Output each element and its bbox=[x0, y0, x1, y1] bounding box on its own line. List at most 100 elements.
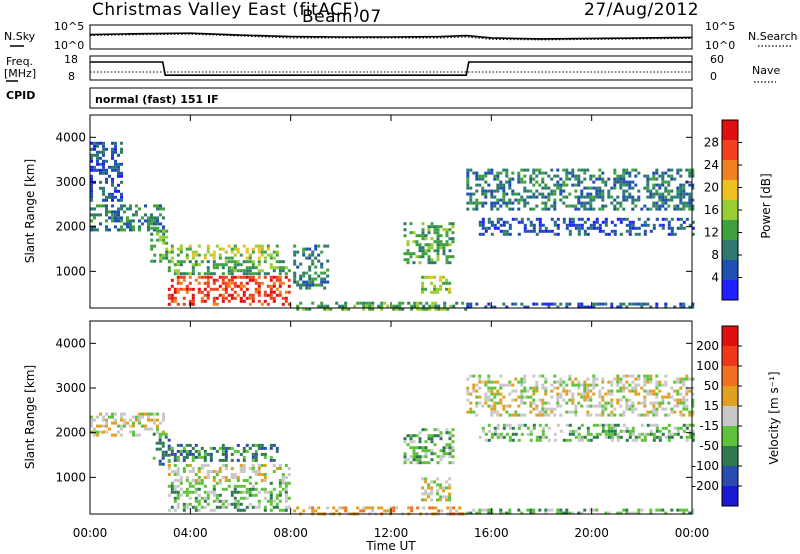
power-cell bbox=[233, 269, 237, 273]
velocity-cell bbox=[111, 433, 114, 437]
velocity-cell bbox=[544, 508, 548, 512]
power-cell bbox=[613, 207, 617, 211]
power-cell bbox=[162, 238, 166, 242]
power-cell bbox=[652, 171, 656, 175]
power-cell bbox=[553, 189, 557, 193]
velocity-cell bbox=[661, 432, 665, 436]
power-cell bbox=[649, 195, 653, 199]
power-cell bbox=[688, 207, 692, 211]
velocity-cell bbox=[487, 395, 491, 399]
velocity-cell bbox=[406, 458, 410, 462]
power-cell bbox=[625, 171, 629, 175]
power-cell bbox=[111, 219, 114, 223]
power-cell bbox=[556, 168, 560, 172]
velocity-cell bbox=[685, 392, 689, 396]
power-cell bbox=[230, 281, 234, 285]
velocity-cell bbox=[170, 487, 174, 491]
power-cell bbox=[604, 223, 608, 227]
velocity-cell bbox=[541, 404, 545, 408]
velocity-cell bbox=[302, 509, 306, 513]
velocity-cell bbox=[517, 413, 521, 417]
power-cell bbox=[281, 296, 285, 300]
power-cell bbox=[559, 183, 563, 187]
velocity-cell bbox=[445, 480, 449, 484]
velocity-cell bbox=[422, 506, 426, 510]
velocity-cell bbox=[245, 479, 249, 482]
power-cell bbox=[170, 244, 174, 248]
power-cell bbox=[257, 244, 261, 248]
velocity-cell bbox=[439, 458, 443, 462]
velocity-cell bbox=[586, 377, 590, 381]
power-cell bbox=[550, 229, 554, 233]
velocity-cell bbox=[568, 511, 572, 515]
power-cell bbox=[574, 223, 578, 227]
power-cell bbox=[445, 278, 449, 282]
velocity-cell bbox=[685, 377, 689, 381]
velocity-cell bbox=[230, 473, 234, 476]
power-cell bbox=[206, 290, 210, 294]
power-cell bbox=[153, 219, 156, 223]
velocity-cell bbox=[436, 455, 440, 459]
velocity-cell bbox=[631, 511, 635, 515]
velocity-cell bbox=[269, 499, 273, 503]
velocity-ytick-label: 4000 bbox=[55, 336, 86, 350]
velocity-cell bbox=[475, 413, 479, 417]
velocity-cell bbox=[550, 395, 554, 399]
power-cell bbox=[162, 216, 165, 220]
velocity-cell bbox=[448, 449, 452, 453]
power-cell bbox=[586, 192, 590, 196]
power-cell bbox=[670, 226, 674, 230]
velocity-cell bbox=[162, 418, 165, 422]
velocity-cell bbox=[153, 421, 156, 425]
power-cell bbox=[601, 207, 605, 211]
power-cell bbox=[314, 271, 318, 275]
power-cell bbox=[311, 262, 315, 266]
power-cell bbox=[159, 222, 162, 226]
velocity-cell bbox=[466, 389, 470, 393]
power-cell bbox=[111, 192, 114, 196]
velocity-cell bbox=[230, 458, 234, 462]
power-cell bbox=[269, 287, 273, 291]
velocity-cell bbox=[448, 498, 452, 502]
velocity-cell bbox=[565, 383, 569, 387]
power-cell bbox=[326, 304, 330, 308]
velocity-cell bbox=[601, 404, 605, 408]
velocity-cell bbox=[272, 505, 276, 509]
power-cell bbox=[284, 266, 288, 270]
power-cell bbox=[176, 278, 180, 282]
power-cell bbox=[589, 305, 593, 309]
velocity-cell bbox=[595, 404, 599, 408]
velocity-cell bbox=[505, 432, 509, 436]
power-cell bbox=[658, 207, 662, 211]
power-cell bbox=[508, 223, 512, 227]
velocity-cell bbox=[625, 511, 629, 515]
velocity-cell bbox=[649, 377, 653, 381]
power-cell bbox=[102, 144, 105, 148]
power-cell bbox=[430, 261, 434, 265]
velocity-cell bbox=[601, 377, 605, 381]
velocity-cell bbox=[469, 374, 473, 378]
velocity-cell bbox=[682, 407, 686, 411]
power-cell bbox=[553, 201, 557, 205]
velocity-cell bbox=[188, 464, 192, 467]
power-cell bbox=[416, 304, 420, 308]
velocity-cell bbox=[245, 496, 249, 500]
velocity-cell bbox=[469, 407, 473, 411]
power-cell bbox=[144, 204, 147, 208]
velocity-cell bbox=[559, 383, 563, 387]
velocity-cell bbox=[568, 429, 572, 433]
power-cell bbox=[673, 305, 677, 309]
velocity-cell bbox=[508, 423, 512, 427]
power-cell bbox=[412, 231, 416, 235]
power-cell bbox=[595, 177, 599, 181]
velocity-cell bbox=[191, 479, 195, 482]
power-cell bbox=[162, 229, 166, 233]
velocity-cell bbox=[625, 429, 629, 433]
power-cell bbox=[601, 220, 605, 224]
power-cell bbox=[523, 186, 527, 190]
velocity-cell bbox=[616, 374, 620, 378]
power-cell bbox=[562, 217, 566, 221]
power-cell bbox=[685, 168, 689, 172]
nsky-label: N.Sky bbox=[4, 30, 36, 43]
power-cell bbox=[176, 287, 180, 291]
